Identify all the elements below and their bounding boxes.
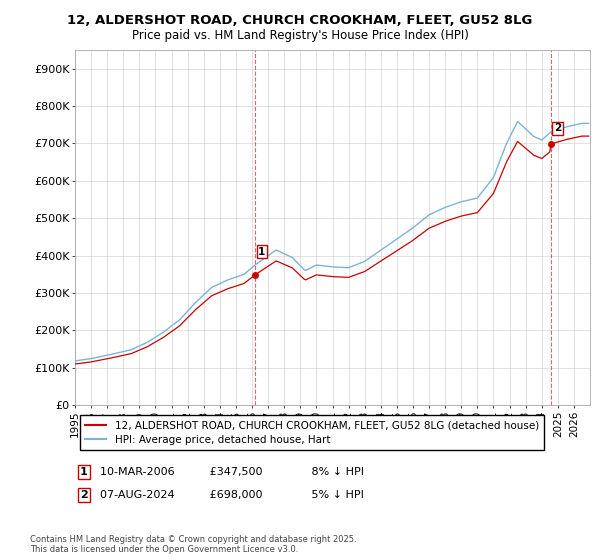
Text: 2: 2 xyxy=(554,123,561,133)
Text: 12, ALDERSHOT ROAD, CHURCH CROOKHAM, FLEET, GU52 8LG: 12, ALDERSHOT ROAD, CHURCH CROOKHAM, FLE… xyxy=(67,14,533,27)
Legend: 12, ALDERSHOT ROAD, CHURCH CROOKHAM, FLEET, GU52 8LG (detached house), HPI: Aver: 12, ALDERSHOT ROAD, CHURCH CROOKHAM, FLE… xyxy=(80,415,544,450)
Text: 1: 1 xyxy=(80,467,88,477)
Text: 2: 2 xyxy=(80,490,88,500)
Text: 1: 1 xyxy=(259,246,266,256)
Text: Price paid vs. HM Land Registry's House Price Index (HPI): Price paid vs. HM Land Registry's House … xyxy=(131,29,469,42)
Text: 07-AUG-2024          £698,000              5% ↓ HPI: 07-AUG-2024 £698,000 5% ↓ HPI xyxy=(100,490,364,500)
Text: 10-MAR-2006          £347,500              8% ↓ HPI: 10-MAR-2006 £347,500 8% ↓ HPI xyxy=(100,467,364,477)
Text: Contains HM Land Registry data © Crown copyright and database right 2025.
This d: Contains HM Land Registry data © Crown c… xyxy=(30,535,356,554)
